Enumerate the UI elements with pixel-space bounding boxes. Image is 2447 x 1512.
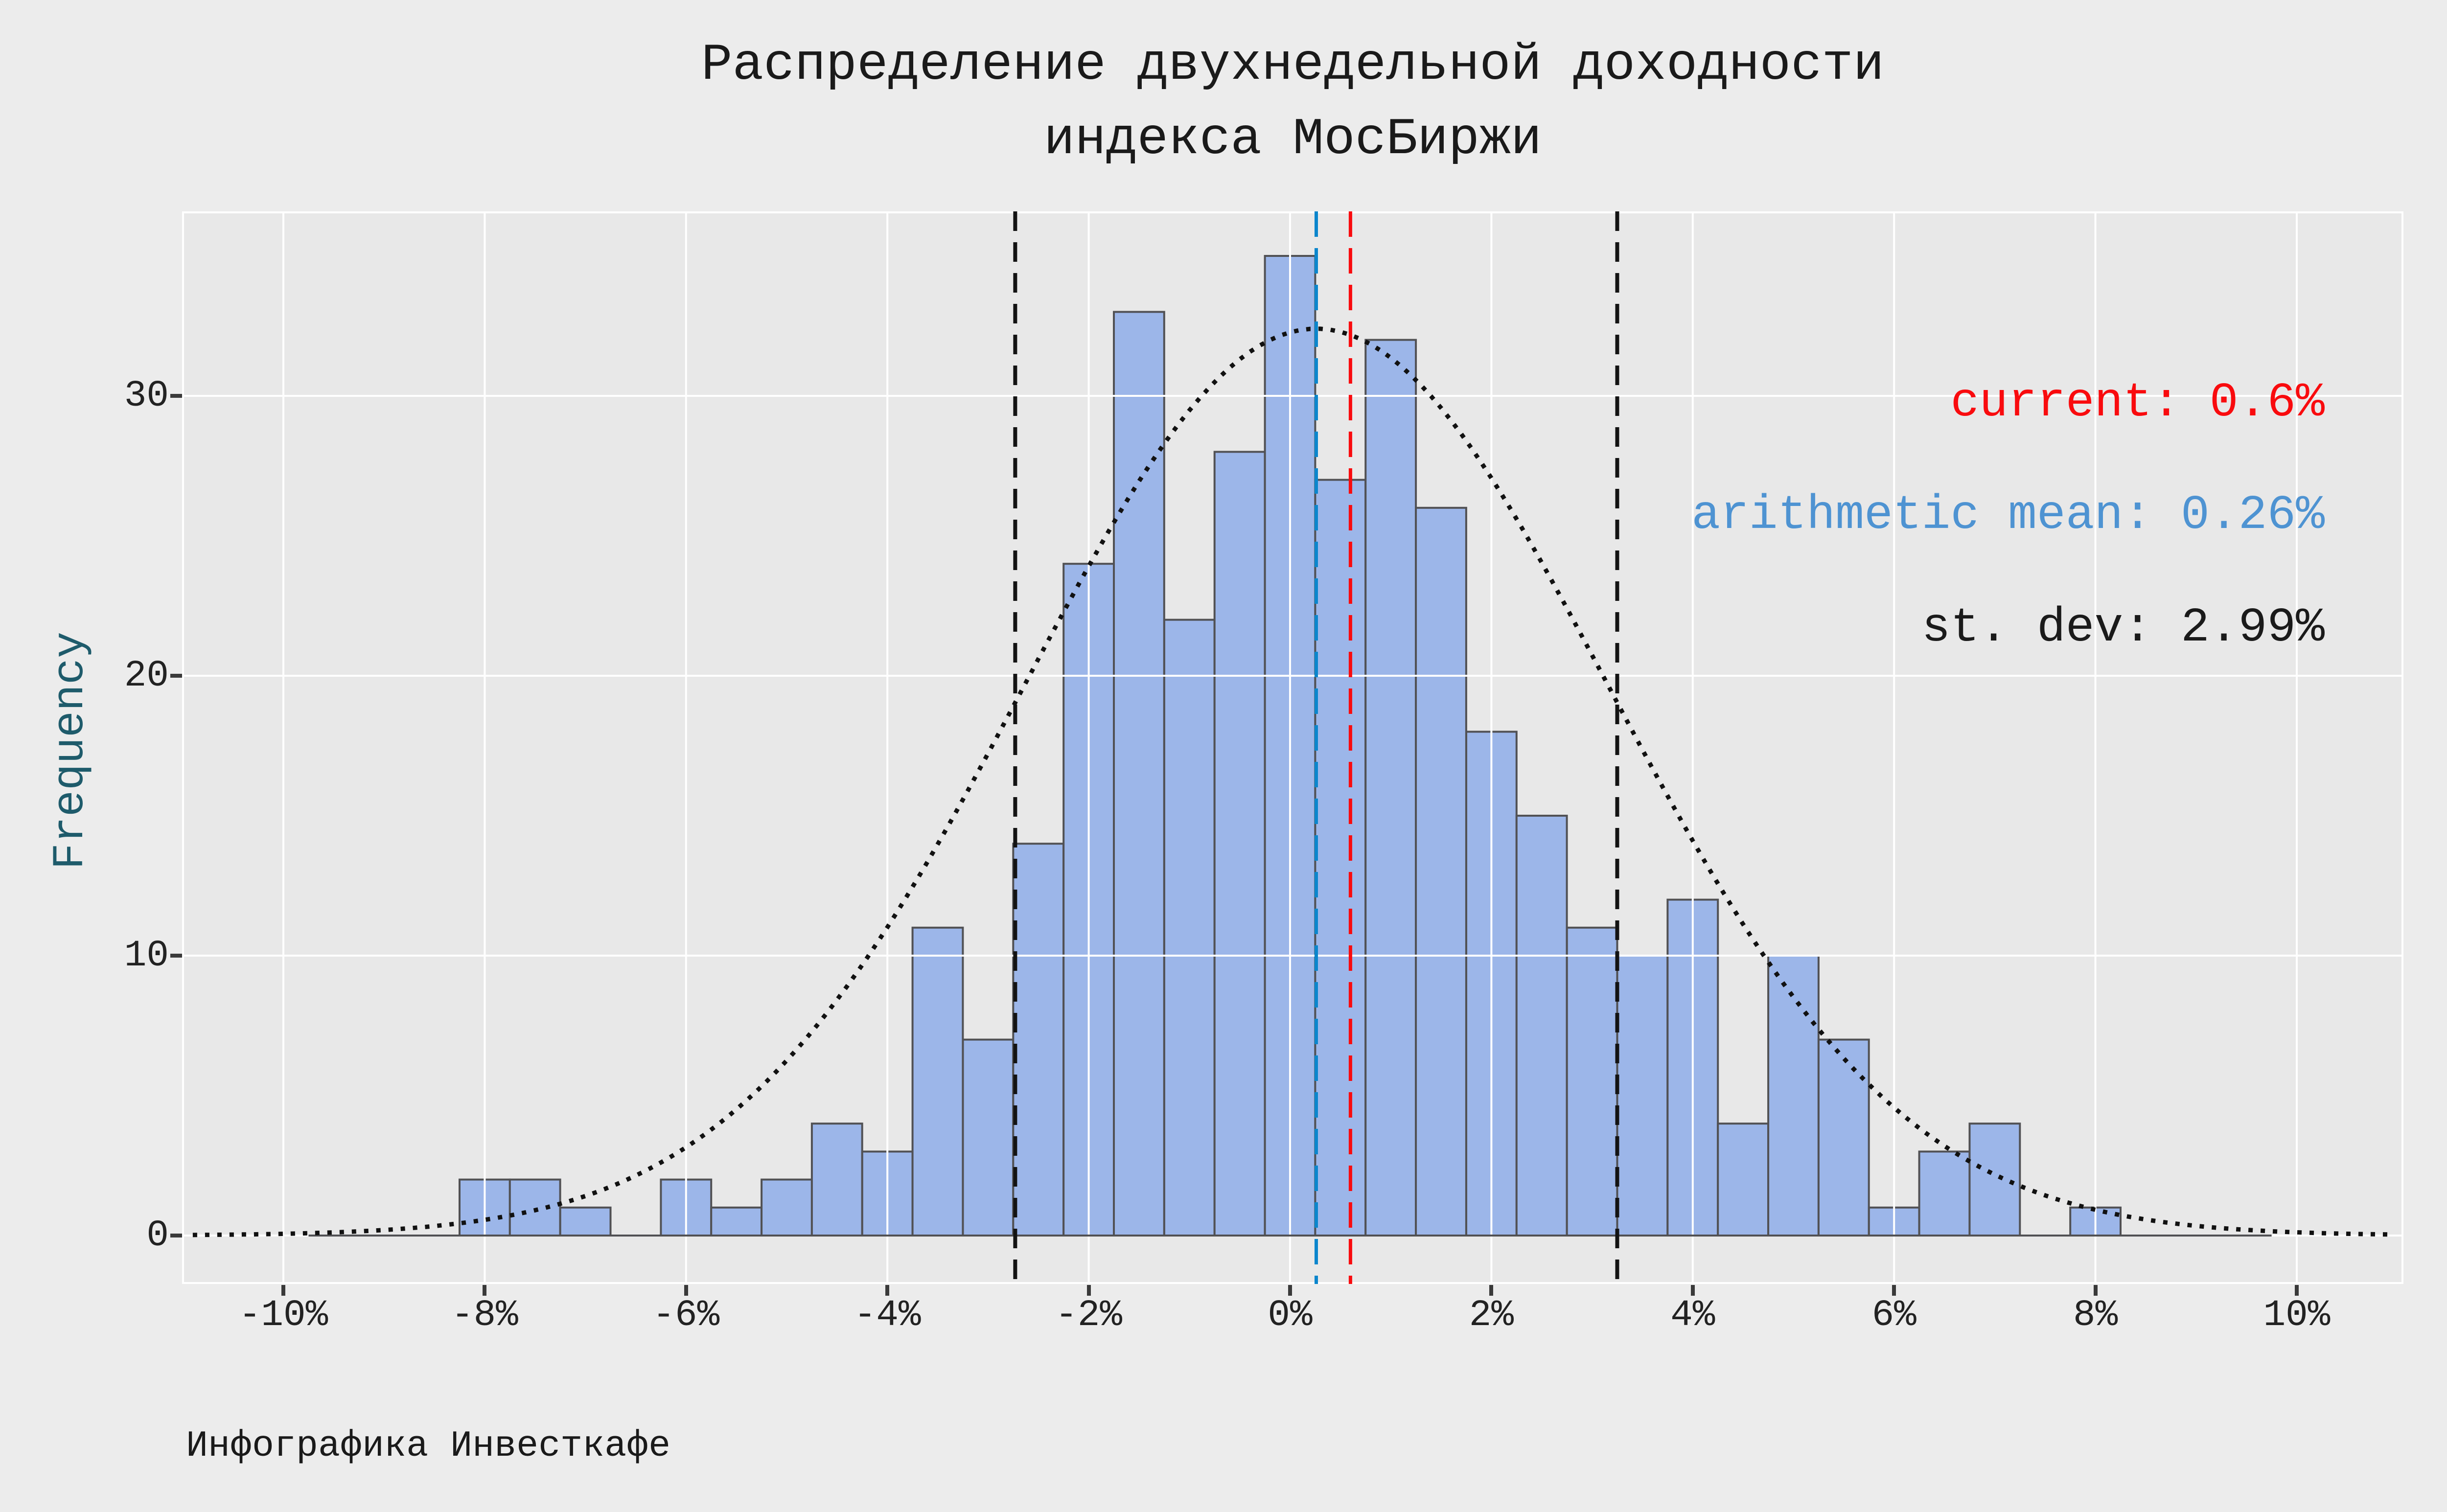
x-axis-tick-label: 2% — [1469, 1294, 1514, 1336]
x-axis-tick — [1892, 1285, 1896, 1296]
x-axis-tick — [2295, 1285, 2299, 1296]
x-axis-tick — [2093, 1285, 2098, 1296]
histogram-bar — [1113, 311, 1165, 1237]
chart-title-line2: индекса МосБиржи — [1043, 110, 1542, 169]
histogram-bar — [1163, 619, 1216, 1237]
x-axis-tick — [684, 1285, 688, 1296]
histogram-bar — [1817, 1038, 1870, 1237]
x-axis-tick — [1690, 1285, 1695, 1296]
x-axis-tick-label: 10% — [2263, 1294, 2331, 1336]
x-axis-tick-label: 8% — [2073, 1294, 2118, 1336]
normal-curve-dotted — [192, 326, 2388, 1237]
histogram-bar — [1213, 451, 1266, 1237]
chart-title-line1: Распределение двухнедельной доходности — [701, 36, 1885, 94]
annotation-stdev: st. dev: 2.99% — [1921, 601, 2325, 655]
x-axis-tick — [1288, 1285, 1292, 1296]
y-axis-tick-label: 30 — [124, 375, 169, 417]
x-axis-tick — [1489, 1285, 1494, 1296]
chart-canvas — [182, 211, 2403, 1284]
histogram-bar — [1364, 339, 1417, 1237]
histogram-bar — [1566, 926, 1618, 1237]
y-axis-tick — [170, 954, 182, 958]
histogram-bar — [508, 1178, 561, 1237]
y-axis-tick-label: 20 — [124, 655, 169, 697]
y-axis-tick-label: 10 — [124, 935, 169, 977]
footer-credit: Инфографика Инвесткафе — [186, 1425, 671, 1467]
annotation-current: current: 0.6% — [1950, 376, 2325, 430]
histogram-bar — [761, 1178, 813, 1237]
histogram-bar — [1717, 1123, 1769, 1237]
x-axis-tick-label: -6% — [652, 1294, 720, 1336]
histogram-bar — [962, 1038, 1015, 1237]
histogram-bar — [1616, 955, 1669, 1237]
histogram-bar — [1767, 955, 1820, 1237]
x-axis-tick-label: 6% — [1871, 1294, 1916, 1336]
histogram-bar — [810, 1123, 863, 1237]
x-axis-tick — [483, 1285, 487, 1296]
histogram-bar — [1314, 479, 1367, 1237]
y-axis-tick — [170, 394, 182, 398]
histogram-bar — [1415, 506, 1467, 1237]
histogram-bar — [911, 926, 964, 1237]
x-axis-tick — [281, 1285, 285, 1296]
x-axis-tick-label: 4% — [1670, 1294, 1715, 1336]
x-axis-tick-label: -4% — [854, 1294, 921, 1336]
x-axis-tick-label: 0% — [1268, 1294, 1313, 1336]
x-axis-tick-label: -8% — [451, 1294, 518, 1336]
histogram-bar — [1012, 843, 1065, 1237]
y-axis-tick — [170, 674, 182, 678]
y-axis-tick — [170, 1234, 182, 1237]
panel-border — [182, 211, 2403, 1284]
x-axis-tick-label: -10% — [238, 1294, 328, 1336]
histogram-bar — [1968, 1123, 2021, 1237]
plot-panel — [182, 211, 2403, 1284]
histogram-bar — [1918, 1150, 1971, 1237]
histogram-bar — [559, 1206, 612, 1237]
annotation-arithmetic-mean: arithmetic mean: 0.26% — [1691, 488, 2325, 543]
x-axis-tick-label: -2% — [1055, 1294, 1122, 1336]
x-axis-tick — [1086, 1285, 1091, 1296]
x-axis-tick — [885, 1285, 890, 1296]
histogram-bar — [710, 1206, 762, 1237]
histogram-bar — [1515, 815, 1568, 1237]
y-axis-tick-label: 0 — [146, 1214, 169, 1257]
